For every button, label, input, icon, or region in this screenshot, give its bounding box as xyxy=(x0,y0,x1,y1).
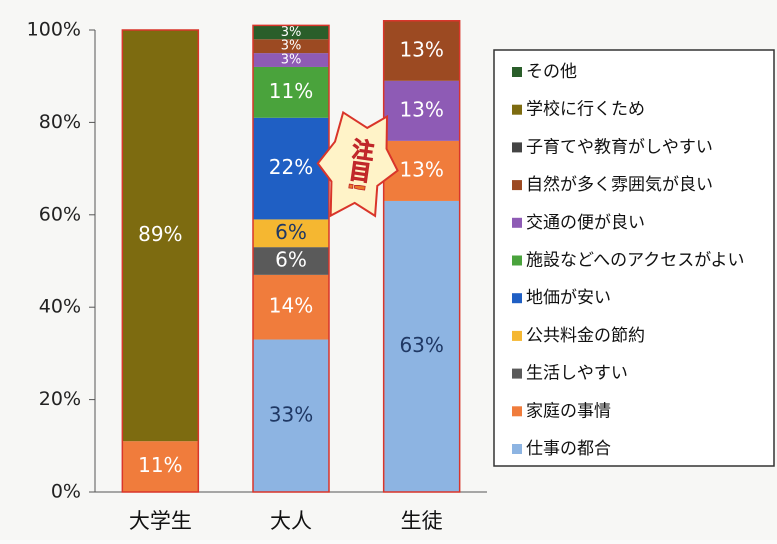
annotation-burst xyxy=(316,110,399,218)
legend-label: 学校に行くため xyxy=(526,100,645,120)
y-tick-label: 40% xyxy=(39,296,81,318)
legend-marker xyxy=(512,67,522,77)
bar-segment xyxy=(253,53,329,67)
data-label: 22% xyxy=(269,155,313,179)
legend-label: 交通の便が良い xyxy=(526,213,645,233)
data-label: 13% xyxy=(399,37,443,61)
bar-outline xyxy=(121,29,200,493)
data-label: 11% xyxy=(269,79,313,103)
data-label: 13% xyxy=(399,157,443,181)
bar-segment xyxy=(253,25,329,40)
bar-segment xyxy=(253,66,329,118)
bar-segment xyxy=(253,247,329,275)
legend-label: 公共料金の節約 xyxy=(526,326,645,346)
legend-label: 仕事の都合 xyxy=(526,439,611,459)
annotation-group: 注目! xyxy=(316,110,399,218)
bar-segment xyxy=(383,80,460,141)
x-tick-label: 生徒 xyxy=(401,509,443,533)
data-label: 3% xyxy=(281,25,302,40)
data-label: 33% xyxy=(269,402,313,426)
data-label: 14% xyxy=(269,294,313,318)
y-tick-label: 100% xyxy=(27,19,81,41)
legend-label: 子育てや教育がしやすい xyxy=(526,137,713,157)
legend-marker xyxy=(512,104,522,115)
legend-marker xyxy=(512,330,522,341)
legend-marker xyxy=(512,180,522,191)
bar-outline xyxy=(382,20,461,493)
data-label: 63% xyxy=(399,333,443,357)
bar-segment xyxy=(253,39,329,54)
legend-label: 家庭の事情 xyxy=(526,401,611,421)
legend-marker xyxy=(512,406,522,417)
bar-segment xyxy=(383,200,460,492)
data-label: 11% xyxy=(138,453,182,477)
legend-marker xyxy=(512,217,522,228)
y-tick-label: 60% xyxy=(39,203,81,225)
y-tick-label: 80% xyxy=(39,111,81,133)
bar-outline xyxy=(252,24,330,493)
data-label: 6% xyxy=(275,248,307,272)
y-tick-label: 0% xyxy=(51,481,81,503)
data-label: 3% xyxy=(281,39,302,54)
legend-label: 自然が多く雰囲気が良い xyxy=(526,175,713,195)
data-label: 3% xyxy=(281,53,302,68)
legend-label: 施設などへのアクセスがよい xyxy=(526,251,744,271)
bar-segment xyxy=(122,30,199,442)
legend-marker xyxy=(512,444,522,454)
legend-box xyxy=(493,49,775,467)
data-label: 89% xyxy=(138,222,182,246)
legend-label: 地価が安い xyxy=(526,288,611,308)
legend-marker xyxy=(512,255,522,266)
bar-segment xyxy=(383,20,460,81)
legend-label: その他 xyxy=(526,62,577,82)
legend-marker xyxy=(512,293,522,304)
bar-segment xyxy=(253,339,329,492)
data-label: 13% xyxy=(399,97,443,121)
data-label: 6% xyxy=(275,220,307,244)
x-tick-label: 大学生 xyxy=(129,509,192,533)
bar-segment xyxy=(253,219,329,248)
y-tick-label: 20% xyxy=(39,388,81,410)
x-tick-label: 大人 xyxy=(270,509,312,533)
legend-marker xyxy=(512,142,522,153)
legend-label: 生活しやすい xyxy=(526,364,628,384)
bar-segment xyxy=(253,274,329,340)
legend-marker xyxy=(512,368,522,379)
bar-segment xyxy=(253,117,329,220)
bar-segment xyxy=(122,441,199,492)
